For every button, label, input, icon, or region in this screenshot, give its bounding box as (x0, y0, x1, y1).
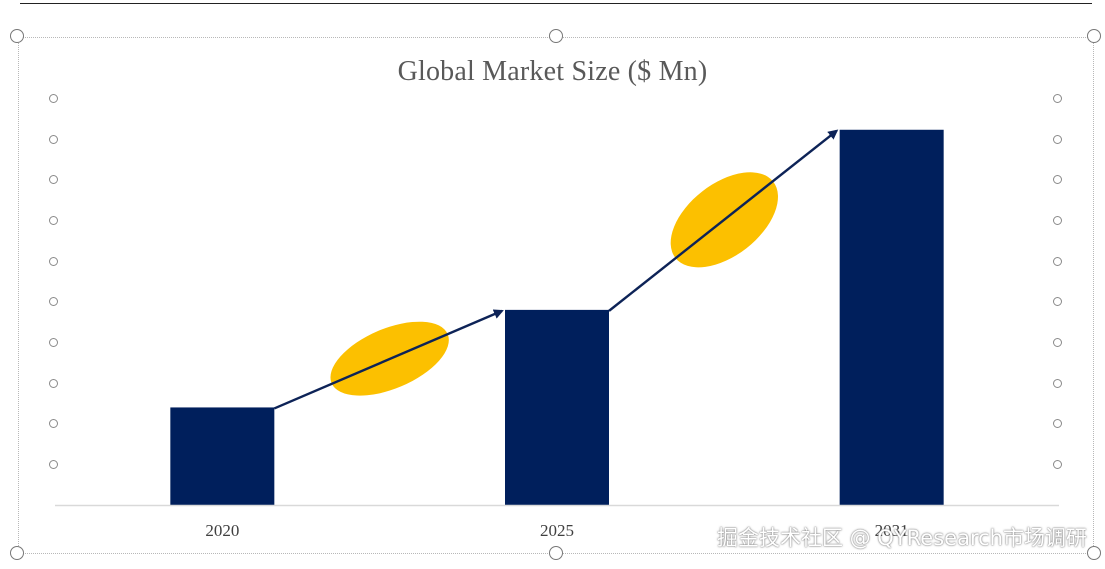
plot-handle-right-6[interactable] (1052, 337, 1062, 347)
resize-handle-top-middle[interactable] (549, 29, 563, 43)
growth-arrow-0 (273, 309, 504, 410)
plot-handle-left-8[interactable] (48, 418, 58, 428)
top-divider (20, 3, 1092, 4)
resize-handle-top-right[interactable] (1087, 29, 1101, 43)
plot-handle-right-1[interactable] (1052, 134, 1062, 144)
resize-handle-bottom-left[interactable] (10, 546, 24, 560)
x-tick-label-2025: 2025 (540, 521, 574, 540)
x-tick-label-2020: 2020 (205, 521, 239, 540)
bar-2020 (170, 407, 275, 505)
plot-handle-right-2[interactable] (1052, 174, 1062, 184)
plot-handle-left-6[interactable] (48, 337, 58, 347)
growth-arrow-1 (608, 129, 839, 312)
chart-title: Global Market Size ($ Mn) (397, 56, 708, 87)
x-tick-label-2031: 2031 (875, 521, 909, 540)
watermark-text: 掘金技术社区 @ QYResearch市场调研 (716, 526, 1087, 550)
plot-handle-left-2[interactable] (48, 174, 58, 184)
plot-handle-right-4[interactable] (1052, 256, 1062, 266)
plot-handle-right-3[interactable] (1052, 215, 1062, 225)
plot-handle-right-5[interactable] (1052, 296, 1062, 306)
plot-handle-left-5[interactable] (48, 296, 58, 306)
plot-handle-left-1[interactable] (48, 134, 58, 144)
plot-handle-right-7[interactable] (1052, 378, 1062, 388)
plot-handle-right-9[interactable] (1052, 459, 1062, 469)
resize-handle-bottom-middle[interactable] (549, 546, 563, 560)
plot-handle-left-9[interactable] (48, 459, 58, 469)
bar-2031 (839, 129, 944, 505)
bar-2025 (505, 309, 609, 505)
plot-handle-right-8[interactable] (1052, 418, 1062, 428)
plot-handle-left-7[interactable] (48, 378, 58, 388)
plot-handle-left-3[interactable] (48, 215, 58, 225)
resize-handle-bottom-right[interactable] (1087, 546, 1101, 560)
resize-handle-top-left[interactable] (10, 29, 24, 43)
plot-handle-left-0[interactable] (48, 93, 58, 103)
plot-handle-right-0[interactable] (1052, 93, 1062, 103)
plot-handle-left-4[interactable] (48, 256, 58, 266)
